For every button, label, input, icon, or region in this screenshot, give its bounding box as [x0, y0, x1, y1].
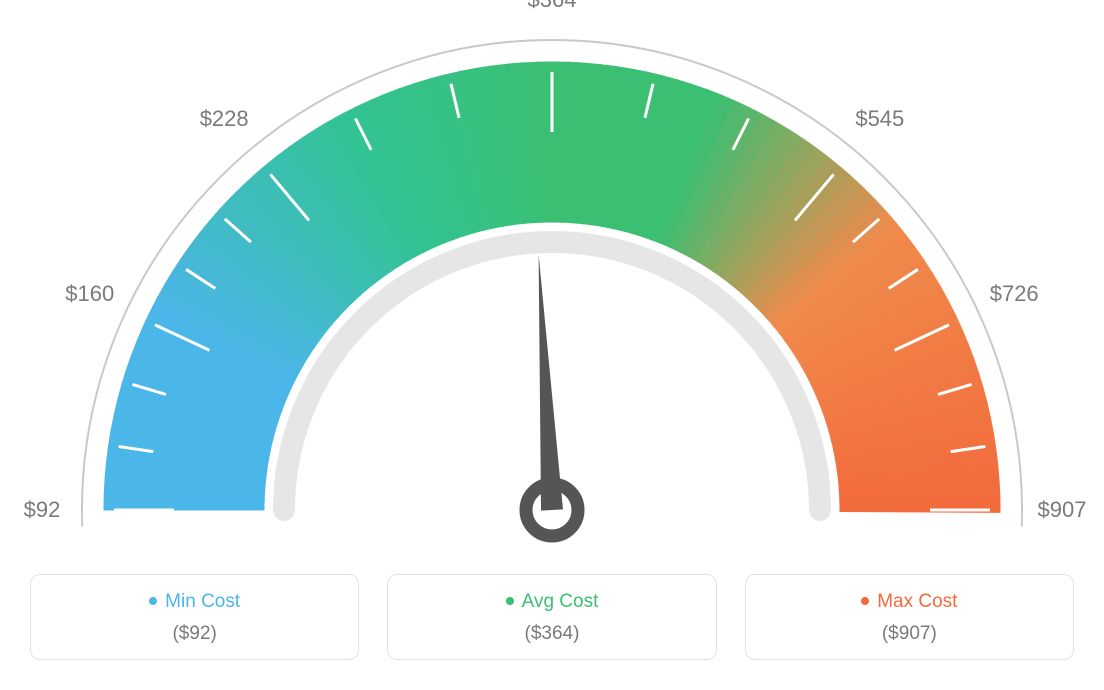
gauge-tick-label: $92	[24, 497, 61, 523]
gauge-container: $92 $160 $228 $364 $545 $726 $907	[0, 0, 1104, 560]
legend-dot-max	[861, 597, 869, 605]
legend-label-min: Min Cost	[165, 591, 240, 613]
legend-dot-min	[149, 597, 157, 605]
legend-row: Min Cost ($92) Avg Cost ($364) Max Cost …	[30, 574, 1074, 660]
legend-value-min: ($92)	[41, 623, 348, 645]
gauge-chart	[0, 0, 1104, 560]
gauge-tick-label: $545	[855, 106, 904, 132]
legend-label-avg: Avg Cost	[522, 591, 599, 613]
gauge-tick-label: $228	[200, 106, 249, 132]
legend-title-avg: Avg Cost	[506, 591, 599, 613]
gauge-tick-label: $907	[1038, 497, 1087, 523]
legend-value-max: ($907)	[756, 623, 1063, 645]
gauge-tick-label: $364	[528, 0, 577, 13]
legend-card-avg: Avg Cost ($364)	[387, 574, 716, 660]
legend-title-max: Max Cost	[861, 591, 957, 613]
legend-dot-avg	[506, 597, 514, 605]
legend-title-min: Min Cost	[149, 591, 240, 613]
gauge-tick-label: $726	[990, 281, 1039, 307]
legend-card-min: Min Cost ($92)	[30, 574, 359, 660]
gauge-tick-label: $160	[65, 281, 114, 307]
legend-label-max: Max Cost	[877, 591, 957, 613]
legend-value-avg: ($364)	[398, 623, 705, 645]
legend-card-max: Max Cost ($907)	[745, 574, 1074, 660]
